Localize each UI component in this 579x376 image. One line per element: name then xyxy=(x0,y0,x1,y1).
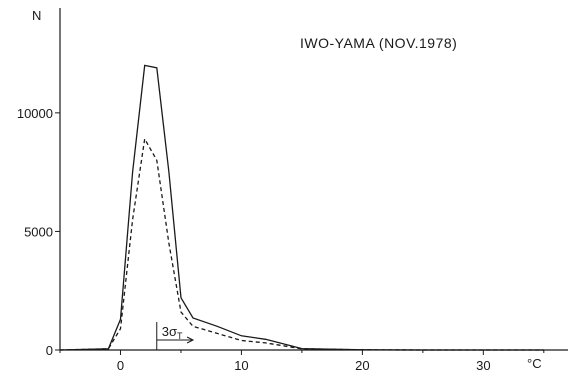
x-tick-label: 10 xyxy=(234,358,248,373)
x-tick-label: 0 xyxy=(117,358,124,373)
y-axis-label: N xyxy=(32,8,41,23)
y-tick-label: 5000 xyxy=(24,224,53,239)
chart-axes xyxy=(59,8,568,351)
chart-annotation: 3σT xyxy=(156,322,195,350)
series-line-dashed xyxy=(59,136,544,351)
chart-ticks: 0 5000 10000 0 10 20 30 xyxy=(17,106,545,373)
chart-title: IWO-YAMA (NOV.1978) xyxy=(300,35,457,51)
x-tick-label: 20 xyxy=(355,358,369,373)
x-tick-label: 30 xyxy=(476,358,490,373)
annotation-label: 3σT xyxy=(162,324,183,341)
y-tick-label: 0 xyxy=(46,343,53,358)
x-axis-unit: °C xyxy=(527,356,542,371)
chart-series xyxy=(59,64,544,351)
y-tick-label: 10000 xyxy=(17,106,53,121)
series-line-solid xyxy=(59,64,544,351)
annotation-arrow-head xyxy=(186,336,195,344)
annotation-subscript: T xyxy=(177,331,183,341)
